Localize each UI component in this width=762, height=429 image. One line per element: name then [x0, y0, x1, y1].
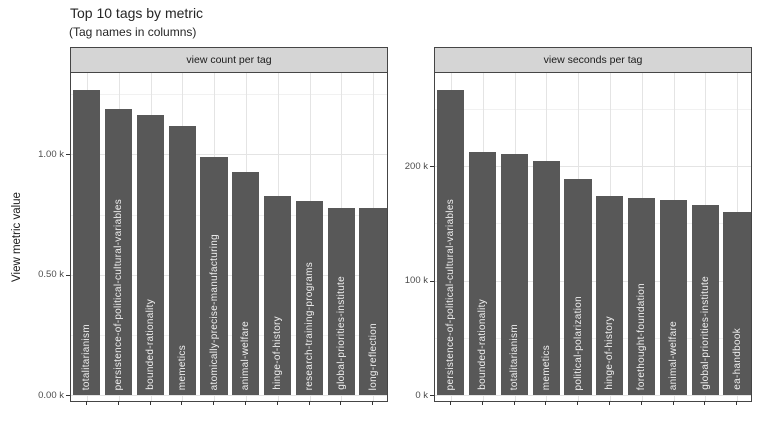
y-tick-label: 200 k [404, 160, 428, 172]
x-tick-mark [704, 401, 706, 405]
x-tick-mark [244, 401, 246, 405]
y-tick-mark [430, 280, 434, 282]
bar-label: political-polarization [572, 295, 584, 391]
bar: long-reflection [359, 208, 387, 395]
bar-label: atomically-precise-manufacturing [208, 233, 220, 390]
x-tick-mark [85, 401, 87, 405]
bar: memetics [168, 125, 196, 395]
bar: persistence-of-political-cultural-variab… [437, 90, 465, 395]
x-tick-mark [640, 401, 642, 405]
y-tick-label: 0.50 k [38, 269, 64, 281]
bar: animal-welfare [659, 200, 688, 396]
grid-minor-line [71, 214, 387, 216]
bar-label: totalitarianism [81, 323, 93, 390]
grid-major-line [71, 274, 387, 276]
x-tick-mark [672, 401, 674, 405]
grid-minor-line [71, 94, 387, 96]
facet-panel: totalitarianism persistence-of-political-… [70, 72, 388, 402]
bar: persistence-of-political-cultural-variab… [105, 109, 133, 395]
bar: hinge-of-history [264, 196, 292, 395]
y-tick-mark [66, 154, 70, 156]
x-tick-mark [213, 401, 215, 405]
bar: animal-welfare [232, 171, 260, 395]
facet-strip: view seconds per tag [434, 47, 752, 73]
y-tick-mark [66, 274, 70, 276]
bar-label: animal-welfare [240, 320, 252, 390]
bar-label: persistence-of-political-cultural-variab… [445, 198, 457, 390]
bar-label: bounded-rationality [477, 299, 489, 391]
bar: political-polarization [564, 178, 592, 396]
x-tick-mark [149, 401, 151, 405]
bar-label: animal-welfare [667, 320, 679, 391]
facet-strip-label: view seconds per tag [543, 54, 643, 66]
chart-title: Top 10 tags by metric [70, 5, 204, 21]
bar: atomically-precise-manufacturing [200, 157, 228, 395]
x-tick-mark [308, 401, 310, 405]
x-tick-mark [736, 401, 738, 405]
x-tick-mark [276, 401, 278, 405]
x-tick-mark [181, 401, 183, 405]
grid-major-line [435, 280, 751, 282]
bar-label: ea-handbook [731, 328, 743, 390]
facet-panel: persistence-of-political-cultural-variab… [434, 72, 752, 402]
bar: global-priorities-institute [327, 207, 355, 395]
bar-label: memetics [176, 344, 188, 390]
bar-label: research-training-programs [303, 261, 315, 390]
y-tick-mark [430, 166, 434, 167]
x-tick-mark [513, 401, 515, 405]
bar: ea-handbook [723, 211, 751, 395]
bar-label: hinge-of-history [272, 316, 284, 390]
bar-label: persistence-of-political-cultural-variab… [113, 198, 125, 390]
bar-label: long-reflection [367, 322, 379, 390]
x-tick-mark [340, 401, 342, 405]
bar: totalitarianism [500, 154, 529, 396]
bar-label: bounded-rationality [144, 299, 156, 390]
bar: forethought-foundation [628, 197, 656, 396]
y-tick-label: 1.00 k [38, 148, 64, 160]
x-tick-mark [545, 401, 547, 405]
bar: hinge-of-history [596, 195, 624, 396]
y-tick-label: 100 k [404, 275, 428, 286]
x-tick-mark [117, 401, 119, 405]
bar: memetics [532, 161, 560, 395]
y-tick-label: 0 k [415, 389, 428, 401]
grid-minor-line [435, 337, 751, 339]
bar-label: memetics [540, 344, 552, 390]
bar: global-priorities-institute [691, 204, 719, 395]
x-tick-mark [608, 401, 610, 405]
facet-view-count-per-tag: view count per tag totalitarianism persis… [70, 47, 388, 402]
y-tick-mark [66, 395, 70, 396]
y-tick-label: 0.00 k [38, 389, 64, 401]
bar-label: global-priorities-institute [699, 276, 711, 390]
grid-major-line [435, 166, 751, 167]
facet-strip: view count per tag [70, 47, 388, 73]
x-tick-mark [577, 401, 579, 405]
facet-view-seconds-per-tag: view seconds per tag persistence-of-poli… [434, 47, 752, 402]
bar: bounded-rationality [469, 151, 497, 396]
grid-minor-line [71, 334, 387, 336]
grid-major-line [435, 395, 751, 396]
bar: research-training-programs [295, 200, 324, 395]
bar-label: hinge-of-history [604, 316, 616, 391]
x-tick-mark [481, 401, 483, 405]
grid-minor-line [435, 223, 751, 225]
bar-label: forethought-foundation [636, 282, 648, 391]
chart-subtitle: (Tag names in columns) [69, 25, 197, 39]
bar-label: global-priorities-institute [335, 276, 347, 390]
y-tick-mark [430, 395, 434, 396]
grid-major-line [71, 395, 387, 396]
bar: totalitarianism [73, 90, 101, 395]
facet-strip-label: view count per tag [186, 54, 272, 66]
grid-minor-line [435, 108, 751, 110]
x-tick-mark [449, 401, 451, 405]
x-tick-mark [372, 401, 374, 405]
bar: bounded-rationality [136, 115, 165, 395]
bar-label: totalitarianism [508, 323, 520, 391]
grid-major-line [71, 154, 387, 156]
